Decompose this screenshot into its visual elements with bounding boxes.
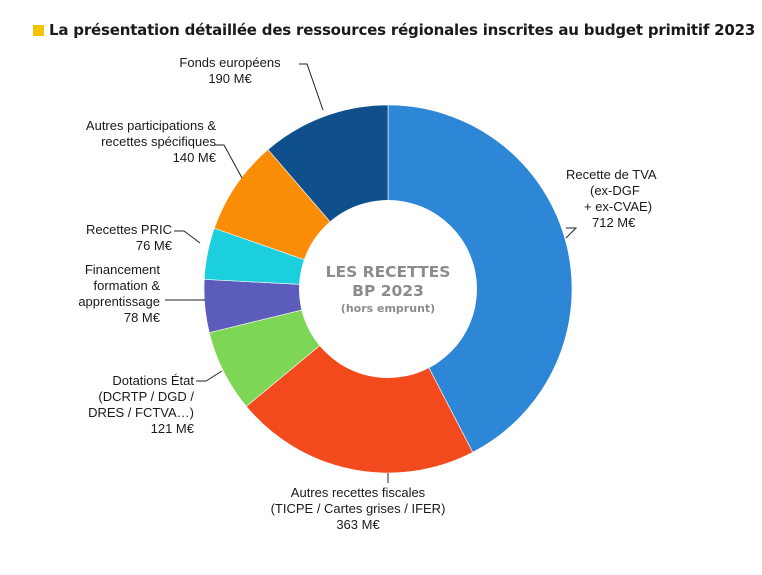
slice-value: 78 M€ <box>123 310 160 325</box>
slice-value: 76 M€ <box>135 238 172 253</box>
center-line-1: LES RECETTES <box>326 263 451 281</box>
leader-line <box>565 227 578 239</box>
slice-label-dotations: Dotations État (DCRTP / DGD / DRES / FCT… <box>60 373 194 437</box>
slice-label-line: formation & <box>93 278 160 293</box>
slice-label-line: (TICPE / Cartes grises / IFER) <box>270 501 446 516</box>
slice-label-line: (DCRTP / DGD / <box>98 389 194 404</box>
center-line-2: BP 2023 <box>352 282 424 300</box>
slice-label-fonds-europeens: Fonds européens 190 M€ <box>164 55 296 87</box>
chart-title-row: La présentation détaillée des ressources… <box>33 21 755 39</box>
donut-slice <box>245 288 474 474</box>
slice-value: 121 M€ <box>150 421 194 436</box>
leader-line <box>196 370 223 382</box>
slice-label-line: Recettes PRIC <box>86 222 172 237</box>
slice-label-participations: Autres participations & recettes spécifi… <box>40 118 216 166</box>
slice-label-line: recettes spécifiques <box>101 134 216 149</box>
slice-label-autres-fiscales: Autres recettes fiscales (TICPE / Cartes… <box>246 485 470 533</box>
slice-label-formation: Financement formation & apprentissage 78… <box>40 262 160 326</box>
leader-line <box>174 230 201 244</box>
donut-slice <box>387 104 573 453</box>
slice-value: 140 M€ <box>172 150 216 165</box>
center-line-3: (hors emprunt) <box>341 302 435 315</box>
chart-title: La présentation détaillée des ressources… <box>49 21 756 39</box>
slice-value: 363 M€ <box>336 517 380 532</box>
slice-label-line: + ex-CVAE) <box>584 199 653 214</box>
slice-value: 190 M€ <box>208 71 252 86</box>
slice-value: 712 M€ <box>592 215 636 230</box>
donut-hole <box>299 200 477 378</box>
slice-label-line: apprentissage <box>78 294 160 309</box>
slice-label-pric: Recettes PRIC 76 M€ <box>60 222 172 254</box>
slice-label-line: (ex-DGF <box>590 183 640 198</box>
slice-label-line: Autres recettes fiscales <box>290 485 426 500</box>
leader-line <box>299 63 324 111</box>
slice-label-tva: Recette de TVA (ex-DGF + ex-CVAE) 712 M€ <box>566 167 657 231</box>
slice-label-line: DRES / FCTVA…) <box>88 405 194 420</box>
slice-label-line: Recette de TVA <box>566 167 657 182</box>
leader-line <box>215 144 243 179</box>
title-marker-square <box>33 24 44 36</box>
slice-label-line: Dotations État <box>112 373 194 388</box>
slice-label-line: Autres participations & <box>85 118 216 133</box>
slice-label-line: Fonds européens <box>179 55 281 70</box>
slice-label-line: Financement <box>84 262 160 277</box>
